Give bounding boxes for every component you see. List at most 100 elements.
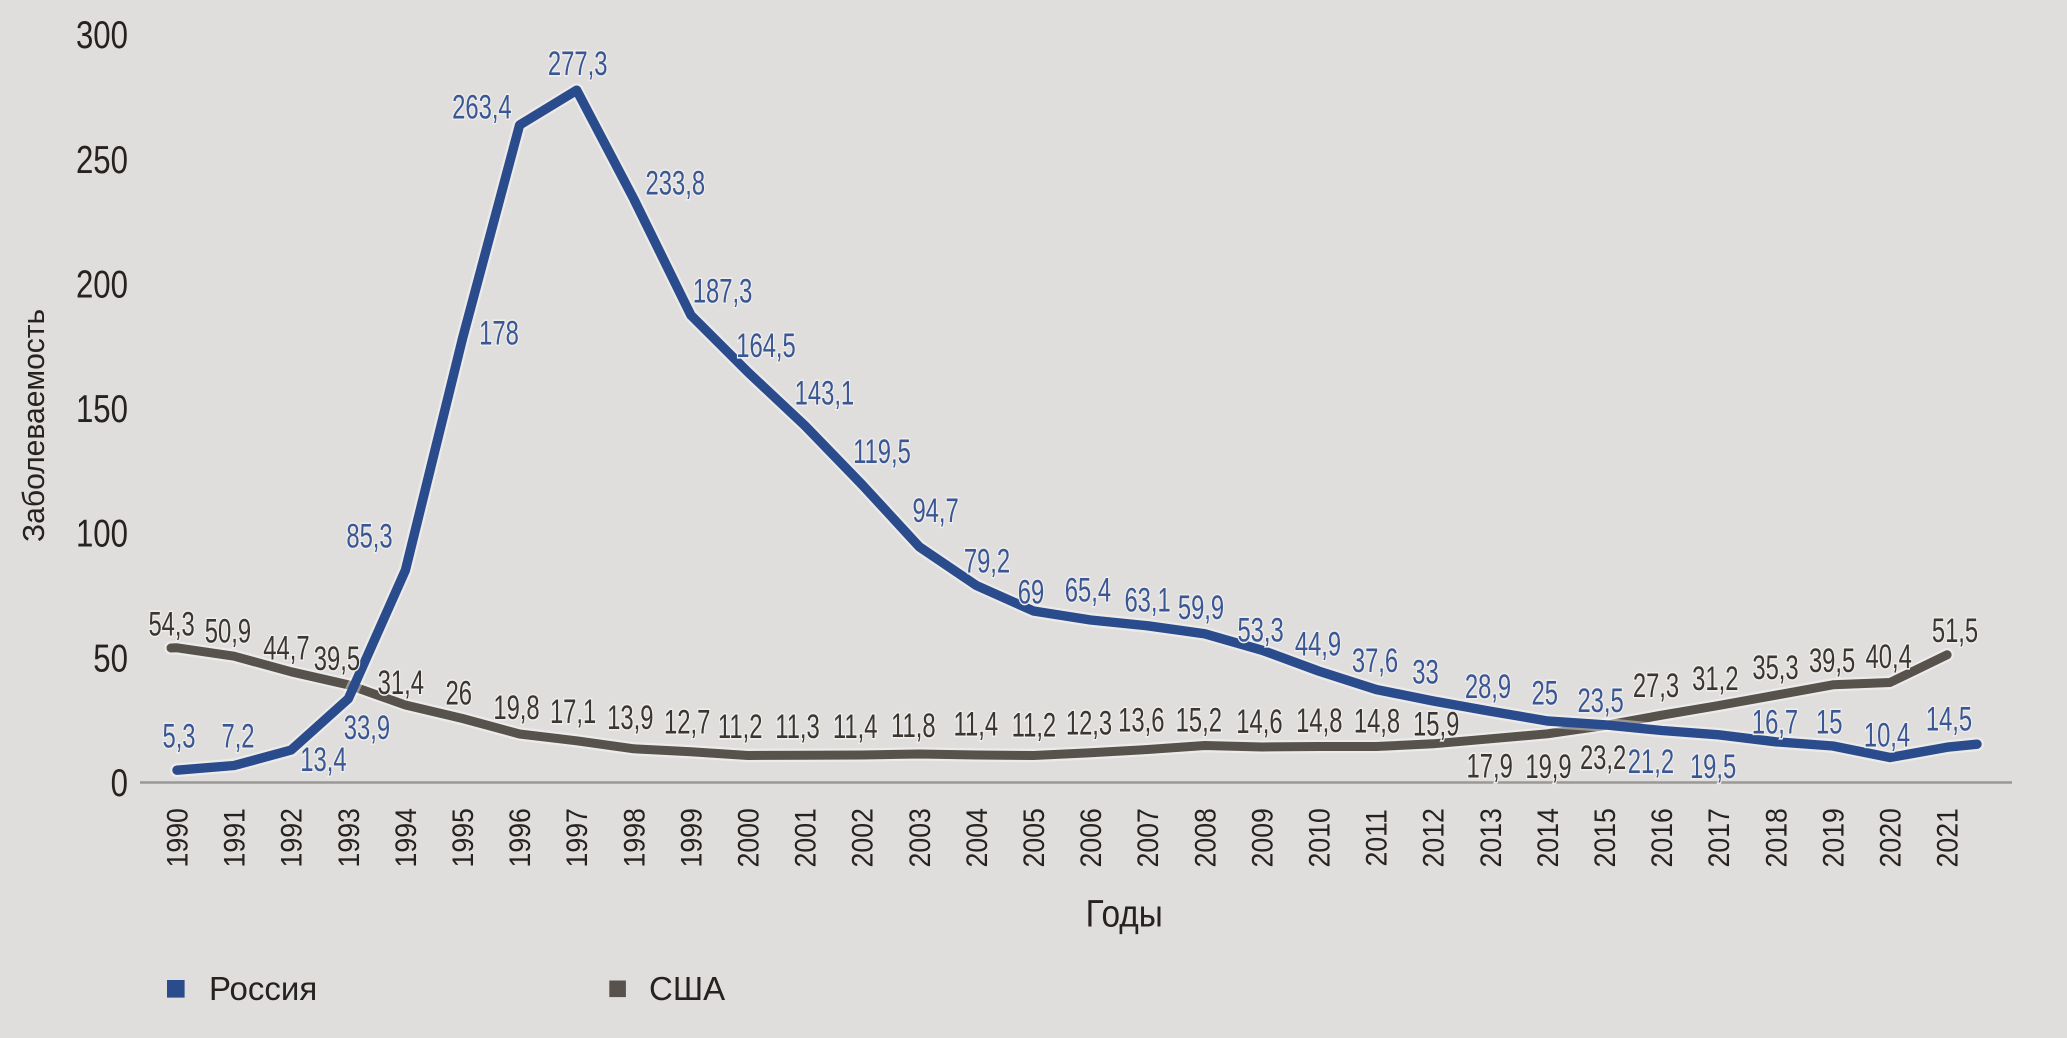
svg-text:10,4: 10,4 [1864, 716, 1910, 754]
svg-text:23,5: 23,5 [1577, 682, 1623, 720]
svg-text:59,9: 59,9 [1178, 589, 1224, 627]
svg-text:14,8: 14,8 [1296, 702, 1342, 740]
svg-text:1991: 1991 [218, 808, 252, 867]
svg-text:12,7: 12,7 [664, 703, 710, 741]
svg-text:100: 100 [76, 512, 128, 555]
svg-text:14,8: 14,8 [1354, 702, 1400, 740]
svg-text:1996: 1996 [504, 808, 538, 867]
svg-text:2000: 2000 [732, 808, 766, 867]
svg-text:54,3: 54,3 [148, 605, 194, 643]
svg-text:50: 50 [93, 637, 128, 680]
svg-text:2020: 2020 [1874, 808, 1908, 867]
svg-text:2007: 2007 [1132, 808, 1166, 867]
svg-text:2006: 2006 [1075, 808, 1109, 867]
svg-text:7,2: 7,2 [221, 717, 254, 755]
svg-text:94,7: 94,7 [912, 492, 958, 530]
svg-text:28,9: 28,9 [1465, 668, 1511, 706]
svg-text:Годы: Годы [1086, 893, 1163, 935]
svg-text:2018: 2018 [1760, 808, 1794, 867]
svg-text:2003: 2003 [903, 808, 937, 867]
svg-text:13,4: 13,4 [300, 741, 346, 779]
svg-text:233,8: 233,8 [646, 165, 706, 203]
svg-text:11,4: 11,4 [954, 705, 999, 743]
svg-text:25: 25 [1531, 674, 1557, 712]
svg-text:200: 200 [76, 263, 128, 306]
svg-text:187,3: 187,3 [693, 272, 753, 310]
svg-text:2014: 2014 [1531, 808, 1565, 867]
svg-text:2021: 2021 [1931, 808, 1965, 867]
svg-text:1993: 1993 [332, 808, 366, 867]
svg-text:2001: 2001 [789, 808, 823, 867]
svg-text:23,2: 23,2 [1580, 739, 1626, 777]
svg-text:63,1: 63,1 [1124, 581, 1170, 619]
svg-text:1998: 1998 [618, 808, 652, 867]
svg-text:2002: 2002 [846, 808, 880, 867]
svg-text:119,5: 119,5 [853, 433, 911, 471]
svg-text:2010: 2010 [1303, 808, 1337, 867]
svg-text:14,6: 14,6 [1236, 703, 1282, 741]
svg-text:11,4: 11,4 [833, 708, 878, 746]
svg-text:31,2: 31,2 [1692, 660, 1738, 698]
svg-text:178: 178 [479, 314, 519, 352]
svg-text:16,7: 16,7 [1752, 703, 1798, 741]
svg-text:19,9: 19,9 [1525, 748, 1571, 786]
svg-text:11,2: 11,2 [718, 708, 763, 746]
svg-text:США: США [649, 970, 725, 1007]
svg-text:0: 0 [111, 762, 128, 805]
svg-text:37,6: 37,6 [1352, 642, 1398, 680]
svg-text:263,4: 263,4 [452, 88, 512, 126]
svg-text:2017: 2017 [1703, 808, 1737, 867]
svg-text:Россия: Россия [209, 970, 317, 1007]
svg-text:33: 33 [1412, 653, 1438, 691]
svg-text:2012: 2012 [1417, 808, 1451, 867]
svg-text:2016: 2016 [1646, 808, 1680, 867]
svg-text:277,3: 277,3 [548, 45, 608, 83]
svg-text:50,9: 50,9 [205, 612, 251, 650]
svg-text:12,3: 12,3 [1066, 704, 1112, 742]
svg-text:27,3: 27,3 [1633, 667, 1679, 705]
svg-text:11,2: 11,2 [1012, 706, 1057, 744]
svg-text:15: 15 [1816, 703, 1842, 741]
svg-text:33,9: 33,9 [344, 709, 390, 747]
svg-text:164,5: 164,5 [736, 327, 796, 365]
svg-text:2004: 2004 [960, 808, 994, 867]
svg-text:85,3: 85,3 [346, 517, 392, 555]
svg-text:5,3: 5,3 [162, 717, 195, 755]
svg-text:40,4: 40,4 [1866, 638, 1912, 676]
svg-text:250: 250 [76, 139, 128, 182]
svg-text:17,1: 17,1 [550, 693, 596, 731]
svg-text:79,2: 79,2 [964, 543, 1010, 581]
svg-text:11,3: 11,3 [775, 708, 820, 746]
svg-text:21,2: 21,2 [1628, 743, 1674, 781]
svg-text:300: 300 [76, 14, 128, 57]
svg-text:11,8: 11,8 [891, 707, 936, 745]
svg-text:2008: 2008 [1189, 808, 1223, 867]
svg-text:51,5: 51,5 [1932, 612, 1978, 650]
svg-text:2013: 2013 [1474, 808, 1508, 867]
svg-text:31,4: 31,4 [378, 664, 424, 702]
svg-text:13,9: 13,9 [607, 699, 653, 737]
svg-text:14,5: 14,5 [1926, 700, 1972, 738]
svg-text:2011: 2011 [1360, 809, 1394, 866]
svg-text:2015: 2015 [1589, 808, 1623, 867]
svg-text:17,9: 17,9 [1467, 747, 1513, 785]
svg-text:1997: 1997 [561, 808, 595, 867]
svg-text:1990: 1990 [161, 808, 195, 867]
svg-text:69: 69 [1018, 573, 1044, 611]
svg-text:19,8: 19,8 [493, 689, 539, 727]
svg-text:44,7: 44,7 [263, 629, 309, 667]
svg-text:13,6: 13,6 [1118, 701, 1164, 739]
svg-text:19,5: 19,5 [1690, 748, 1736, 786]
svg-text:26: 26 [445, 674, 471, 712]
svg-text:1999: 1999 [675, 808, 709, 867]
svg-text:39,5: 39,5 [314, 640, 360, 678]
svg-text:Заболеваемость: Заболеваемость [17, 309, 52, 542]
svg-text:2005: 2005 [1018, 808, 1052, 867]
svg-text:1995: 1995 [447, 808, 481, 867]
svg-text:143,1: 143,1 [795, 375, 855, 413]
svg-text:2009: 2009 [1246, 808, 1280, 867]
svg-text:65,4: 65,4 [1065, 571, 1111, 609]
svg-text:15,9: 15,9 [1413, 705, 1459, 743]
svg-text:1992: 1992 [275, 808, 309, 867]
svg-text:39,5: 39,5 [1809, 642, 1855, 680]
